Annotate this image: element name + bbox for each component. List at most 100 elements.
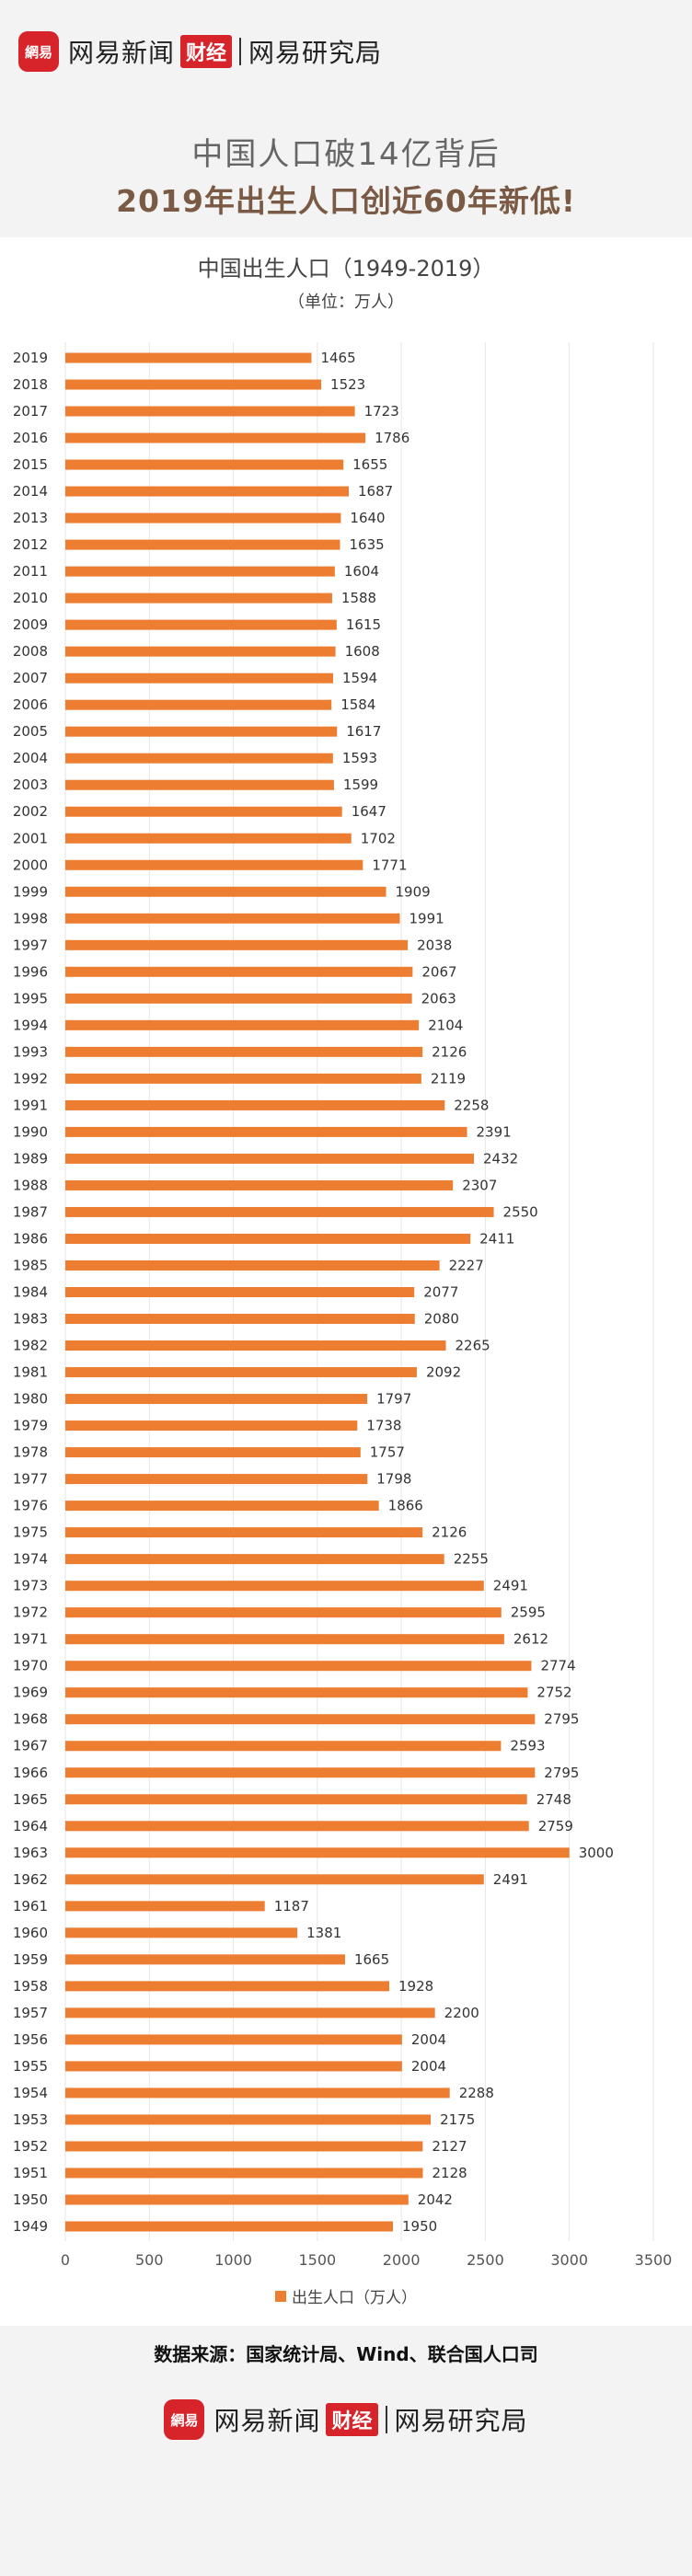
y-category-label: 1957 [13,2005,48,2021]
bar [65,1420,358,1432]
bar [65,2087,450,2099]
bar [65,1501,379,1512]
x-tick-label: 1500 [298,2251,336,2269]
y-category-label: 1952 [13,2138,48,2155]
chart-panel [0,237,692,2326]
y-category-label: 2018 [13,376,48,393]
y-category-label: 2019 [13,350,48,366]
bar [65,432,366,443]
bar [65,566,335,577]
bar [65,753,333,764]
data-label: 1615 [346,616,381,633]
x-tick-label: 3500 [635,2251,673,2269]
institute-name: 网易研究局 [394,2406,528,2436]
data-label: 2491 [493,1871,528,1888]
y-category-label: 2011 [13,563,48,580]
y-category-label: 1956 [13,2031,48,2048]
y-category-label: 1960 [13,1925,48,1941]
footer-logo[interactable]: 網易 网易新闻 财经 网易研究局 [164,2399,527,2440]
chart-legend: 出生人口（万人） [0,2284,692,2307]
data-label: 1617 [346,723,381,740]
data-label: 2748 [536,1791,571,1808]
bar [65,726,338,737]
y-category-label: 2016 [13,430,48,446]
data-label: 1465 [320,350,355,366]
site-name: 网易新闻 [68,38,176,68]
legend-label: 出生人口（万人） [292,2289,417,2307]
y-category-label: 1971 [13,1631,48,1648]
data-label: 1991 [409,910,444,926]
data-label: 2119 [431,1070,466,1087]
data-label: 1604 [344,563,379,580]
y-category-label: 1992 [13,1070,48,1087]
site-name: 网易新闻 [213,2406,321,2436]
data-label: 1523 [330,376,365,393]
y-category-label: 1953 [13,2111,48,2128]
x-tick-label: 2500 [467,2251,504,2269]
bar [65,1554,444,1565]
logo-divider [385,2406,387,2433]
bar [65,1687,528,1698]
bar [65,1767,536,1778]
data-label: 2288 [459,2085,494,2101]
y-category-label: 1975 [13,1524,48,1541]
data-label: 1665 [354,1951,389,1968]
data-label: 2307 [462,1177,497,1193]
data-label: 1866 [388,1498,423,1514]
data-label: 2077 [423,1284,458,1301]
bar [65,486,349,497]
bar [65,913,400,924]
y-category-label: 1989 [13,1150,48,1167]
data-label: 1797 [376,1391,411,1408]
y-category-label: 2002 [13,803,48,820]
y-category-label: 2003 [13,776,48,793]
bar [65,2168,423,2179]
data-label: 1909 [396,883,431,900]
y-category-label: 2006 [13,696,48,713]
netease-logo-icon: 網易 [164,2399,205,2440]
y-category-label: 1985 [13,1257,48,1273]
y-category-label: 1993 [13,1043,48,1060]
bar [65,1259,440,1271]
bar [65,352,312,363]
data-label: 1786 [375,430,409,446]
bar [65,2141,423,2152]
x-tick-label: 0 [61,2251,70,2269]
y-category-label: 1988 [13,1177,48,1193]
x-tick-label: 3000 [550,2251,588,2269]
data-label: 2593 [510,1738,545,1754]
y-category-label: 2008 [13,643,48,660]
y-category-label: 1998 [13,910,48,926]
data-label: 2080 [424,1311,459,1328]
data-label: 2795 [544,1765,579,1781]
bar [65,1474,368,1485]
y-category-label: 1981 [13,1364,48,1381]
bar [65,459,344,470]
data-label: 2126 [432,1524,467,1541]
data-label: 2491 [493,1578,528,1594]
y-category-label: 1968 [13,1711,48,1728]
data-label: 2411 [479,1230,514,1247]
data-label: 3000 [579,1845,614,1861]
y-category-label: 1987 [13,1203,48,1220]
data-label: 2258 [454,1097,489,1113]
data-label: 2432 [483,1150,518,1167]
data-label: 2004 [411,2058,446,2075]
y-category-label: 1965 [13,1791,48,1808]
y-category-label: 1949 [13,2218,48,2235]
bar [65,1153,475,1164]
bar [65,1206,494,1217]
bar [65,1794,527,1805]
data-label: 1687 [358,483,393,500]
y-category-label: 1995 [13,990,48,1006]
bar [65,379,322,390]
y-category-label: 1955 [13,2058,48,2075]
y-category-label: 2001 [13,830,48,846]
y-category-label: 1964 [13,1818,48,1834]
top-logo[interactable]: 網易 网易新闻 财经 网易研究局 [18,31,382,72]
bar [65,806,342,817]
data-label: 2092 [426,1364,461,1381]
y-category-label: 1951 [13,2165,48,2181]
data-label: 2265 [456,1338,490,1354]
header: 網易 网易新闻 财经 网易研究局 [0,0,692,110]
